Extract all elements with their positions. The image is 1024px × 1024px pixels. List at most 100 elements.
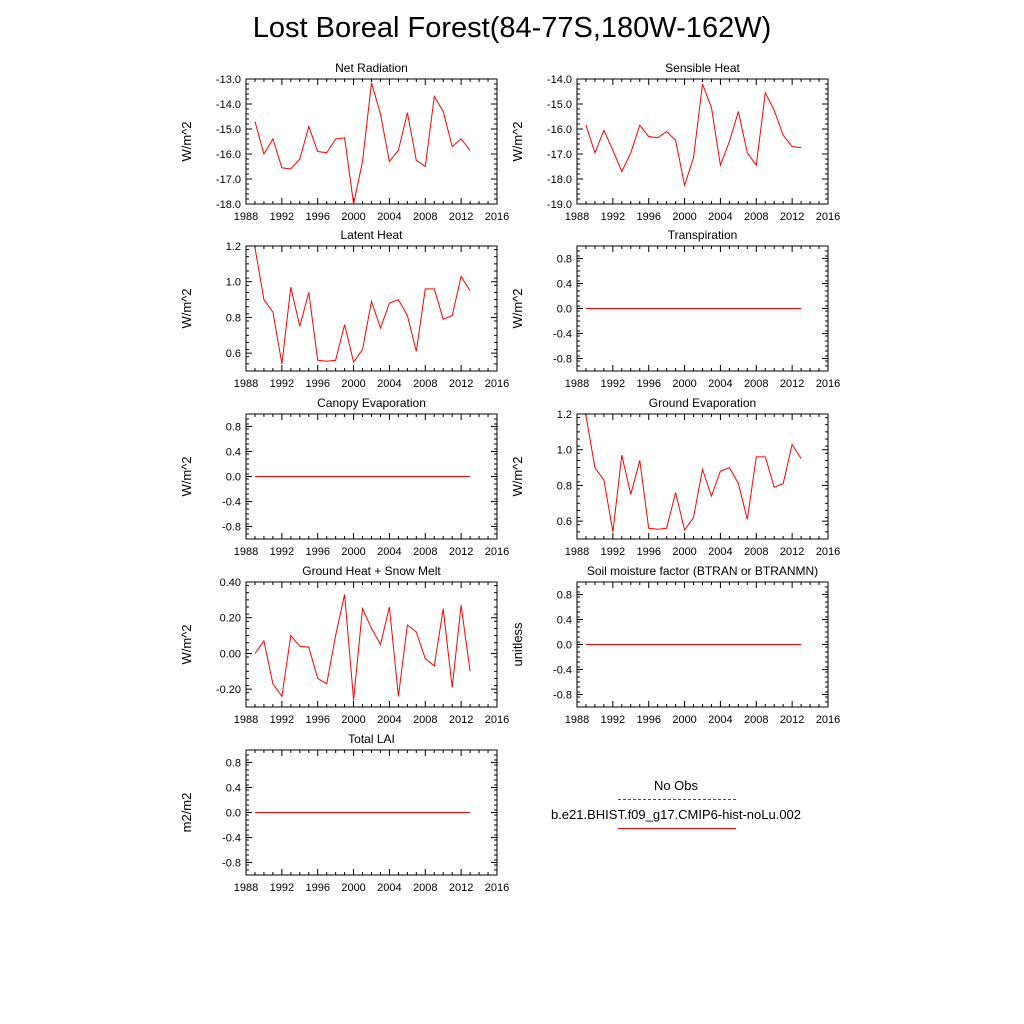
panel-title: Latent Heat xyxy=(340,228,403,242)
x-tick-label: 2012 xyxy=(780,546,804,558)
y-tick-label: 0.4 xyxy=(226,783,241,795)
x-tick-label: 2008 xyxy=(413,378,437,390)
y-tick-label: -0.8 xyxy=(222,522,241,534)
x-tick-label: 1992 xyxy=(601,546,625,558)
x-tick-label: 1988 xyxy=(565,211,589,223)
panel-title: Net Radiation xyxy=(335,61,408,75)
x-tick-label: 1996 xyxy=(305,882,329,894)
y-tick-label: 0.8 xyxy=(557,254,572,266)
x-tick-label: 2000 xyxy=(672,211,696,223)
x-tick-label: 2004 xyxy=(377,211,401,223)
legend-model-label: b.e21.BHIST.f09_g17.CMIP6-hist-noLu.002 xyxy=(550,807,802,822)
y-tick-label: 0.8 xyxy=(557,480,572,492)
x-tick-label: 1988 xyxy=(234,378,258,390)
x-tick-label: 2016 xyxy=(485,211,509,223)
panel-title: Soil moisture factor (BTRAN or BTRANMN) xyxy=(587,564,818,578)
x-tick-label: 1992 xyxy=(270,882,294,894)
x-tick-label: 1988 xyxy=(565,714,589,726)
y-axis-label: W/m^2 xyxy=(179,456,194,496)
x-tick-label: 1992 xyxy=(270,378,294,390)
y-tick-label: 0.20 xyxy=(220,613,241,625)
legend-obs-label: No Obs xyxy=(653,778,699,793)
y-tick-label: -0.4 xyxy=(553,329,572,341)
y-tick-label: -0.4 xyxy=(222,497,241,509)
y-axis-label: W/m^2 xyxy=(510,121,525,161)
series-line xyxy=(585,83,802,188)
x-tick-label: 2004 xyxy=(377,378,401,390)
y-tick-label: -0.8 xyxy=(222,858,241,870)
legend: No Obs b.e21.BHIST.f09_g17.CMIP6-hist-no… xyxy=(520,778,832,836)
y-axis-label: unitless xyxy=(510,622,525,667)
x-tick-label: 2016 xyxy=(816,714,840,726)
x-tick-label: 2004 xyxy=(377,546,401,558)
x-tick-label: 2008 xyxy=(413,211,437,223)
x-tick-label: 2004 xyxy=(708,378,732,390)
x-tick-label: 2012 xyxy=(780,211,804,223)
y-axis-label: W/m^2 xyxy=(179,624,194,664)
series-line xyxy=(254,594,471,700)
y-tick-label: -0.4 xyxy=(553,665,572,677)
x-tick-label: 2012 xyxy=(780,714,804,726)
panel-title: Sensible Heat xyxy=(665,61,740,75)
y-tick-label: -16.0 xyxy=(547,124,572,136)
x-tick-label: 2016 xyxy=(485,882,509,894)
y-tick-label: -16.0 xyxy=(216,149,241,161)
y-axis-label: W/m^2 xyxy=(179,288,194,328)
x-tick-label: 1996 xyxy=(636,546,660,558)
x-tick-label: 1988 xyxy=(234,882,258,894)
x-tick-label: 2012 xyxy=(449,714,473,726)
x-tick-label: 1996 xyxy=(305,546,329,558)
x-tick-label: 2000 xyxy=(341,211,365,223)
y-tick-label: 0.4 xyxy=(557,279,572,291)
x-tick-label: 1996 xyxy=(636,714,660,726)
x-tick-label: 2000 xyxy=(672,714,696,726)
y-tick-label: 0.6 xyxy=(557,516,572,528)
y-tick-label: -0.8 xyxy=(553,354,572,366)
x-tick-label: 2016 xyxy=(816,378,840,390)
y-tick-label: 0.0 xyxy=(226,808,241,820)
page-title: Lost Boreal Forest(84-77S,180W-162W) xyxy=(252,12,772,44)
y-tick-label: 1.2 xyxy=(557,409,572,421)
y-tick-label: 0.00 xyxy=(220,648,241,660)
x-tick-label: 1996 xyxy=(305,378,329,390)
y-tick-label: 0.4 xyxy=(226,447,241,459)
x-tick-label: 2012 xyxy=(780,378,804,390)
x-tick-label: 1992 xyxy=(601,211,625,223)
plot-frame xyxy=(245,581,498,708)
y-tick-label: 1.0 xyxy=(557,445,572,457)
y-tick-label: -18.0 xyxy=(547,174,572,186)
y-tick-label: 0.8 xyxy=(226,758,241,770)
x-tick-label: 2016 xyxy=(485,714,509,726)
x-tick-label: 2016 xyxy=(485,378,509,390)
y-axis-label: W/m^2 xyxy=(179,121,194,161)
x-tick-label: 1988 xyxy=(234,714,258,726)
y-tick-label: 0.6 xyxy=(226,348,241,360)
y-axis-label: W/m^2 xyxy=(510,288,525,328)
y-tick-label: 0.0 xyxy=(557,304,572,316)
x-tick-label: 1992 xyxy=(270,546,294,558)
y-tick-label: 0.40 xyxy=(220,577,241,589)
panel-title: Ground Heat + Snow Melt xyxy=(302,564,441,578)
x-tick-label: 2000 xyxy=(341,714,365,726)
y-tick-label: 0.8 xyxy=(226,422,241,434)
y-tick-label: -13.0 xyxy=(216,74,241,86)
y-tick-label: -18.0 xyxy=(216,199,241,211)
y-tick-label: -14.0 xyxy=(547,74,572,86)
y-tick-label: 0.0 xyxy=(226,472,241,484)
x-tick-label: 1988 xyxy=(565,378,589,390)
panel-title: Transpiration xyxy=(668,228,738,242)
y-tick-label: 1.0 xyxy=(226,277,241,289)
x-tick-label: 2012 xyxy=(449,211,473,223)
x-tick-label: 2004 xyxy=(377,882,401,894)
x-tick-label: 2000 xyxy=(672,546,696,558)
panel-title: Ground Evaporation xyxy=(649,396,756,410)
x-tick-label: 1996 xyxy=(636,378,660,390)
x-tick-label: 2000 xyxy=(672,378,696,390)
series-line xyxy=(254,82,471,205)
y-tick-label: -0.8 xyxy=(553,690,572,702)
x-tick-label: 2008 xyxy=(413,714,437,726)
x-tick-label: 2004 xyxy=(708,211,732,223)
x-tick-label: 1988 xyxy=(234,211,258,223)
x-tick-label: 2016 xyxy=(816,211,840,223)
x-tick-label: 2000 xyxy=(341,546,365,558)
